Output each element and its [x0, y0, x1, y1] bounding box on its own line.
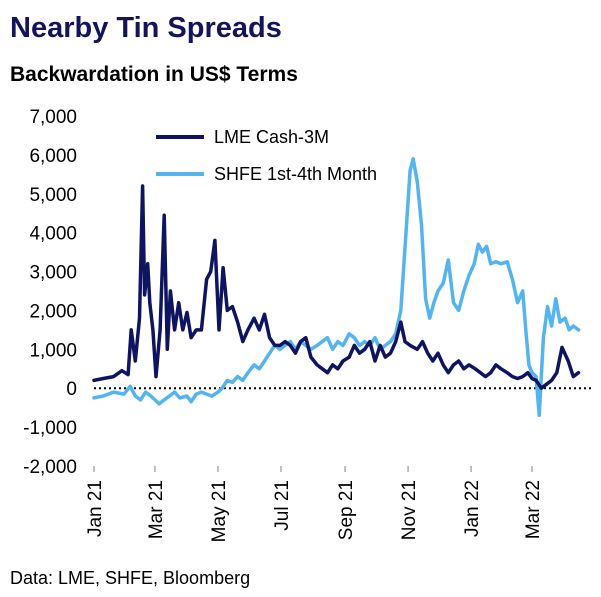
y-tick-label: 7,000 [29, 107, 77, 128]
chart-title: Nearby Tin Spreads [10, 12, 282, 44]
chart-subtitle: Backwardation in US$ Terms [10, 63, 298, 86]
y-tick-label: 6,000 [29, 146, 77, 167]
y-axis: -2,000 -1,000 0 1,000 2,000 3,000 4,000 5,000 6,… [23, 107, 77, 478]
source-note: Data: LME, SHFE, Bloomberg [10, 568, 251, 588]
x-tick-label: Mar 21 [146, 480, 167, 539]
y-tick-label: -1,000 [23, 418, 77, 439]
x-tick-label: Jan 22 [462, 480, 483, 537]
line-chart: -2,000 -1,000 0 1,000 2,000 3,000 4,000 5,000 6,… [23, 107, 594, 542]
x-tick-label: May 21 [209, 480, 230, 542]
legend: LME Cash-3M SHFE 1st-4th Month [156, 127, 377, 184]
legend-label: LME Cash-3M [214, 127, 329, 147]
y-tick-label: 4,000 [29, 224, 77, 245]
y-tick-label: 2,000 [29, 301, 77, 322]
series-lines [92, 157, 581, 418]
series-line-shfe [92, 157, 581, 418]
legend-label: SHFE 1st-4th Month [214, 164, 377, 184]
series-line-lme [92, 184, 581, 390]
y-tick-label: -2,000 [23, 457, 77, 478]
x-tick-label: Jul 21 [272, 480, 293, 531]
x-axis: Jan 21 Mar 21 May 21 Jul 21 Sep 21 Nov 21 Jan … [85, 466, 544, 542]
y-tick-label: 3,000 [29, 263, 77, 284]
x-tick-label: Mar 22 [523, 480, 544, 539]
y-tick-label: 5,000 [29, 185, 77, 206]
x-tick-label: Jan 21 [85, 480, 106, 537]
x-tick-label: Nov 21 [399, 480, 420, 540]
y-tick-label: 1,000 [29, 340, 77, 361]
y-tick-label: 0 [66, 379, 77, 400]
x-tick-label: Sep 21 [336, 480, 357, 540]
